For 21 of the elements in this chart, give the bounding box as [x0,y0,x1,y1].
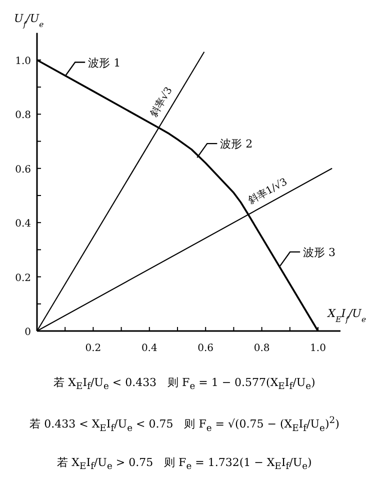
y-tick-label: 0.4 [15,218,31,230]
text: 若 X$_{E}$I$_{f}$/U$_{e}$ > 0.75 则 F$_{e}$ = 1.732(1 − X$_{E}$I$_{f}$/U$_{e}$) [57,456,312,472]
text: 若 X$_{E}$I$_{f}$/U$_{e}$ < 0.433 则 F$_{e}$ = 1 − 0.577(X$_{E}$I$_{f}$/U$_{e}$) [54,376,316,392]
y-tick-label: 0.6 [15,164,31,176]
y-tick-label: 0.8 [15,110,31,122]
x-tick-label: 0.6 [198,343,214,354]
y-axis-title: U$_{f}$/U$_{e}$ [14,12,44,28]
text: 斜率1/√3 [246,176,290,207]
annotation: 波形 2 [220,138,253,151]
text: 斜率√3 [148,84,175,120]
x-tick-label: 0.2 [85,343,102,354]
y-tick-label: 0.2 [15,272,31,284]
y-tick-label: 1.0 [15,56,31,67]
x-tick-label: 0.4 [141,343,158,354]
y-tick-label: 0 [24,327,31,338]
annotation: 波形 3 [303,246,336,259]
annotation: 波形 1 [88,56,121,70]
x-tick-label: 0.8 [254,343,270,354]
x-tick-label: 1.0 [310,343,326,354]
x-axis-title: X$_{E}$I$_{f}$/U$_{e}$ [326,307,366,324]
text: 若 0.433 < X$_{E}$I$_{f}$/U$_{e}$ < 0.75 则 F$_{e}$ = √(0.75 − (X$_{E}$I$_{f}$/U$_{e}$)$^{2}$) [30,415,340,434]
